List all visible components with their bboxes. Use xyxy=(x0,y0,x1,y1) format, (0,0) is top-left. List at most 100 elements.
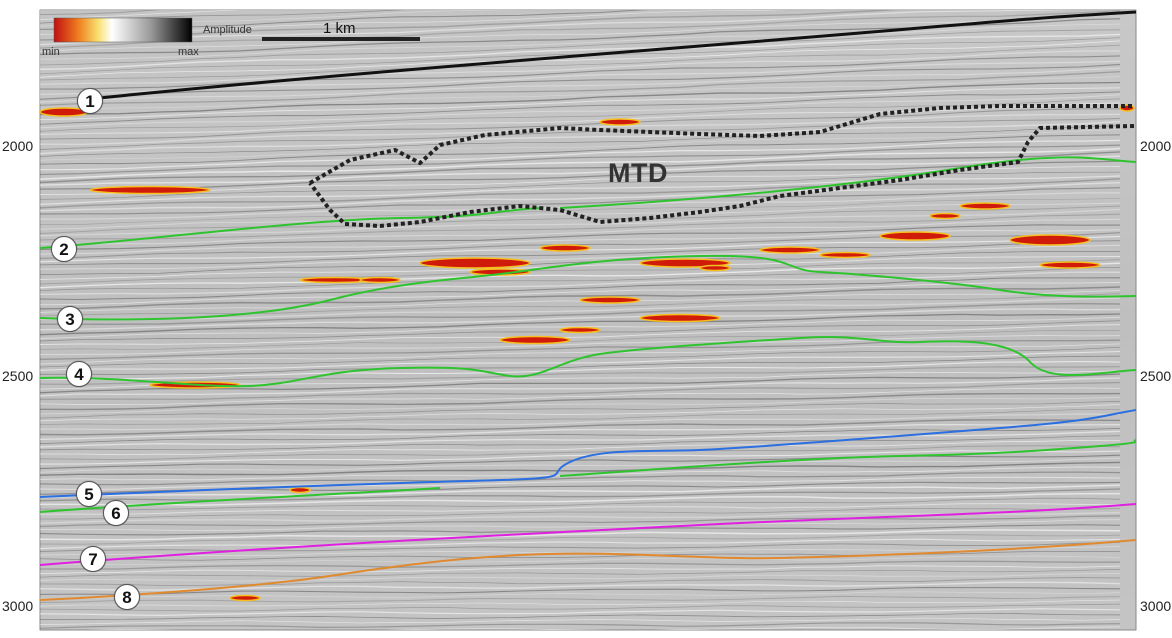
amplitude-anomaly xyxy=(1039,261,1101,269)
reflector-line xyxy=(40,129,1121,161)
horizon-7-line xyxy=(40,503,1136,566)
reflector-line xyxy=(40,286,1121,310)
reflector-line xyxy=(40,151,1121,184)
reflector-line xyxy=(40,108,1120,140)
reflector-line xyxy=(40,134,1121,165)
reflector-line xyxy=(40,373,1121,394)
amplitude-anomaly xyxy=(639,313,721,323)
amplitude-anomaly xyxy=(289,486,311,494)
amplitude-anomaly xyxy=(879,231,951,241)
reflector-line xyxy=(40,76,1121,110)
depth-tick-left-3000: 3000 xyxy=(2,598,34,614)
reflector-line xyxy=(40,302,1121,326)
horizon-marker-4: 4 xyxy=(66,361,92,387)
amplitude-anomaly xyxy=(1009,234,1091,246)
reflector-line xyxy=(40,91,1121,125)
amplitude-anomaly xyxy=(929,212,961,220)
horizon-2-line xyxy=(40,207,541,249)
reflector-line xyxy=(40,396,1121,415)
amplitude-anomaly xyxy=(499,335,571,345)
reflector-line xyxy=(40,324,1121,346)
reflector-line xyxy=(40,10,1077,46)
reflector-line xyxy=(40,476,1121,490)
reflector-line xyxy=(40,392,1121,411)
amplitude-anomaly xyxy=(419,257,531,269)
reflector-line xyxy=(40,519,1121,532)
reflector-line xyxy=(40,400,1121,419)
reflector-line xyxy=(40,529,1121,541)
amplitude-anomaly xyxy=(579,296,641,304)
reflector-line xyxy=(40,603,1121,612)
reflector-line xyxy=(40,569,1121,578)
reflector-line xyxy=(40,454,1121,470)
reflector-line xyxy=(40,361,1121,381)
reflector-line xyxy=(40,430,1121,448)
reflector-line xyxy=(40,404,1121,422)
reflector-line xyxy=(40,33,1121,70)
reflector-line xyxy=(40,541,1121,552)
reflector-line xyxy=(40,366,1121,386)
legend-title: Amplitude xyxy=(203,24,252,36)
horizon-8-line xyxy=(40,539,1136,601)
reflector-line xyxy=(40,471,1121,486)
reflector-line xyxy=(40,144,1121,176)
reflector-line xyxy=(40,40,1121,78)
horizon-5-line xyxy=(40,409,1136,498)
reflector-line xyxy=(40,175,1121,206)
reflector-line xyxy=(40,10,788,35)
amplitude-anomaly xyxy=(699,264,731,272)
reflector-line xyxy=(40,218,1121,245)
reflector-line xyxy=(40,55,1121,90)
horizon-marker-1: 1 xyxy=(77,88,103,114)
reflector-line xyxy=(40,308,1121,331)
reflector-line xyxy=(40,515,1121,528)
reflector-line xyxy=(40,147,1121,180)
reflector-line xyxy=(40,81,1121,116)
horizon-marker-7: 7 xyxy=(80,546,106,572)
reflector-line xyxy=(40,591,1121,600)
reflector-line xyxy=(40,457,1121,473)
reflector-line xyxy=(40,198,1121,225)
reflector-line xyxy=(40,435,1121,451)
reflector-line xyxy=(40,229,1121,255)
reflector-line xyxy=(40,450,1121,465)
reflector-line xyxy=(40,461,1121,476)
reflector-line xyxy=(40,534,1121,545)
reflector-line xyxy=(40,293,1121,317)
reflector-line xyxy=(40,266,1121,291)
horizon-marker-5: 5 xyxy=(76,481,102,507)
reflector-line xyxy=(40,202,1121,230)
reflector-line xyxy=(40,10,293,21)
depth-tick-right-2000: 2000 xyxy=(1140,138,1172,154)
reflector-line xyxy=(40,329,1121,350)
reflector-line xyxy=(40,424,1121,440)
reflector-line xyxy=(40,445,1121,461)
scale-bar-label: 1 km xyxy=(323,20,356,37)
reflector-line xyxy=(40,120,1121,155)
horizon-3-line xyxy=(40,254,1136,321)
reflector-line xyxy=(40,577,1121,586)
legend-min-label: min xyxy=(42,46,60,58)
reflector-line xyxy=(40,125,1121,157)
reflector-line xyxy=(40,595,1121,603)
reflector-line xyxy=(40,94,1121,129)
reflector-line xyxy=(40,508,1121,520)
horizon-marker-8: 8 xyxy=(114,584,140,610)
reflector-line xyxy=(40,439,1121,456)
reflector-line xyxy=(40,10,900,41)
reflector-line xyxy=(40,29,1121,66)
reflector-line xyxy=(40,586,1121,595)
reflector-line xyxy=(40,10,1121,49)
reflector-line xyxy=(40,617,1121,625)
reflector-line xyxy=(40,497,1121,511)
reflector-line xyxy=(40,355,1121,375)
amplitude-anomaly xyxy=(759,246,821,254)
reflector-line xyxy=(40,139,1121,171)
amplitude-anomaly xyxy=(819,251,871,259)
reflector-line xyxy=(40,409,1120,425)
reflector-line xyxy=(40,377,1121,397)
reflector-line xyxy=(40,599,1121,607)
reflector-line xyxy=(40,419,1121,436)
